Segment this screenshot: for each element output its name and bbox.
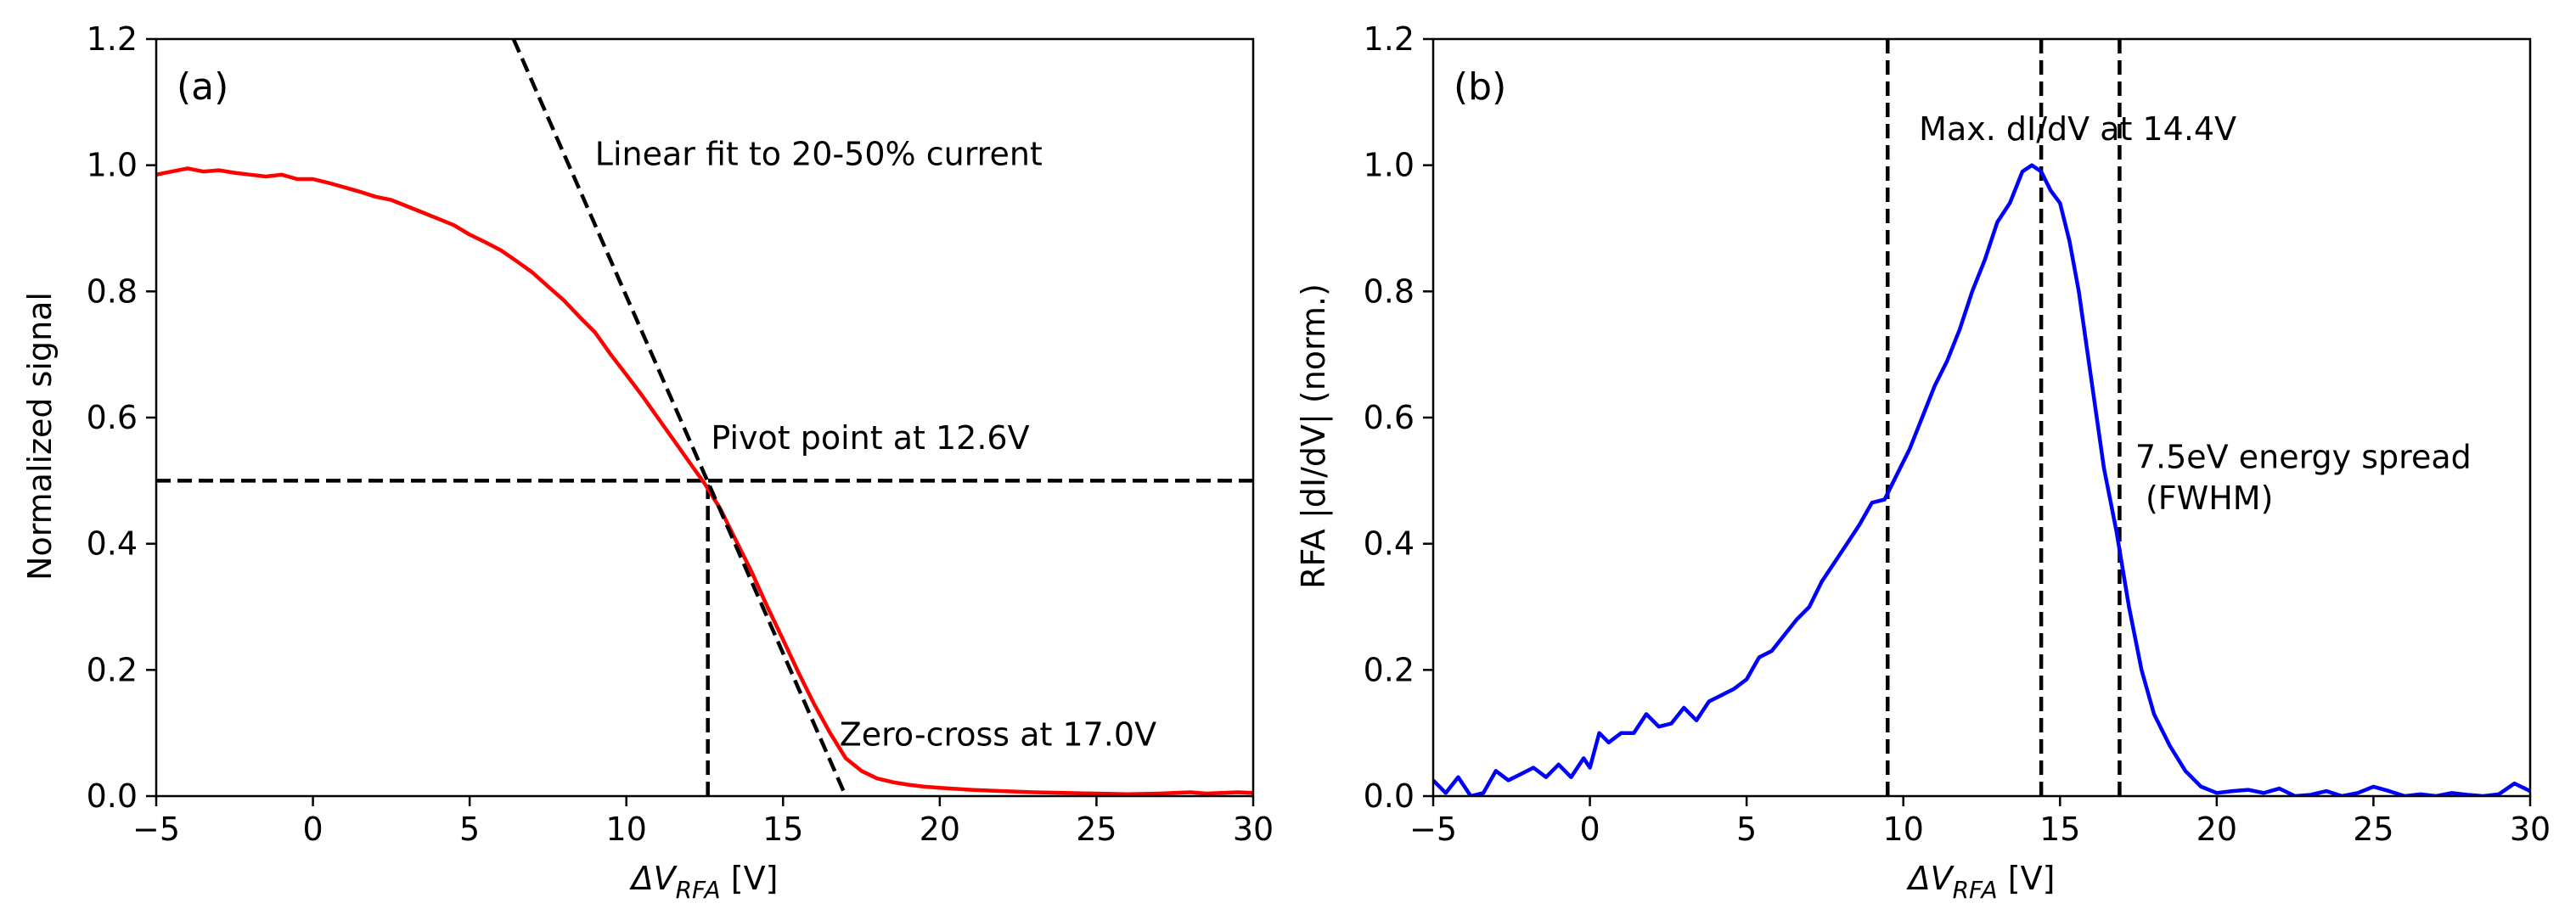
- annotation-energy-spread: 7.5eV energy spread: [2135, 438, 2472, 475]
- x-axis-label-b: ΔVRFA [V]: [1906, 860, 2056, 904]
- annotation-zero-cross: Zero-cross at 17.0V: [840, 716, 1156, 754]
- x-tick-label-a: 15: [762, 811, 803, 848]
- annotation-fwhm: (FWHM): [2135, 480, 2274, 517]
- y-tick-label-a: 0.2: [87, 651, 138, 688]
- annotation-pivot-point: Pivot point at 12.6V: [711, 419, 1029, 457]
- x-tick-label-a: 30: [1233, 811, 1274, 848]
- y-tick-label-a: 0.0: [87, 777, 138, 815]
- x-tick-label-b: 5: [1736, 811, 1757, 848]
- x-tick-label-b: −5: [1409, 811, 1457, 848]
- panel-b: −5 0 5 10 15 20 25 300.00.20.40.60.81.01.2 (b) …: [1295, 20, 2551, 904]
- y-axis-label-a: Normalized signal: [21, 292, 59, 581]
- x-tick-label-b: 0: [1579, 811, 1600, 848]
- y-tick-label-a: 0.6: [87, 399, 138, 436]
- x-tick-label-b: 30: [2510, 811, 2551, 848]
- y-tick-label-b: 1.2: [1364, 20, 1415, 58]
- x-tick-label-a: −5: [132, 811, 180, 848]
- y-tick-label-b: 0.8: [1364, 272, 1415, 310]
- panel-a: −5 0 5 10 15 20 25 300.00.20.40.60.81.01.2 (a) …: [21, 20, 1274, 904]
- x-tick-label-b: 20: [2196, 811, 2237, 848]
- y-tick-label-a: 1.0: [87, 147, 138, 184]
- y-tick-label-a: 0.4: [87, 525, 138, 563]
- annotation-linear-fit: Linear fit to 20-50% current: [595, 136, 1043, 173]
- x-tick-label-a: 5: [459, 811, 480, 848]
- y-tick-label-b: 0.6: [1364, 399, 1415, 436]
- y-axis-label-b: RFA |dI/dV| (norm.): [1295, 283, 1333, 589]
- y-tick-label-a: 1.2: [87, 20, 138, 58]
- y-tick-label-b: 1.0: [1364, 147, 1415, 184]
- panel-label-b: (b): [1454, 65, 1506, 109]
- panel-label-a: (a): [177, 65, 228, 109]
- x-tick-label-a: 0: [302, 811, 323, 848]
- x-tick-label-b: 15: [2039, 811, 2080, 848]
- x-tick-label-a: 20: [920, 811, 960, 848]
- x-tick-label-b: 25: [2353, 811, 2393, 848]
- annotation-max-didv: Max. dI/dV at 14.4V: [1919, 110, 2236, 148]
- y-tick-label-b: 0.0: [1364, 777, 1415, 815]
- series-line-b-0: [1433, 163, 2530, 796]
- x-tick-label-a: 10: [606, 811, 647, 848]
- series-line-a-1: [511, 39, 848, 796]
- y-tick-label-b: 0.4: [1364, 525, 1415, 563]
- x-axis-label-a: ΔVRFA [V]: [629, 860, 779, 904]
- x-tick-label-b: 10: [1883, 811, 1924, 848]
- plot-frame-b: [1431, 37, 2532, 798]
- y-tick-label-a: 0.8: [87, 272, 138, 310]
- x-tick-label-a: 25: [1076, 811, 1116, 848]
- series-line-a-0: [156, 166, 1253, 796]
- y-tick-label-b: 0.2: [1364, 651, 1415, 688]
